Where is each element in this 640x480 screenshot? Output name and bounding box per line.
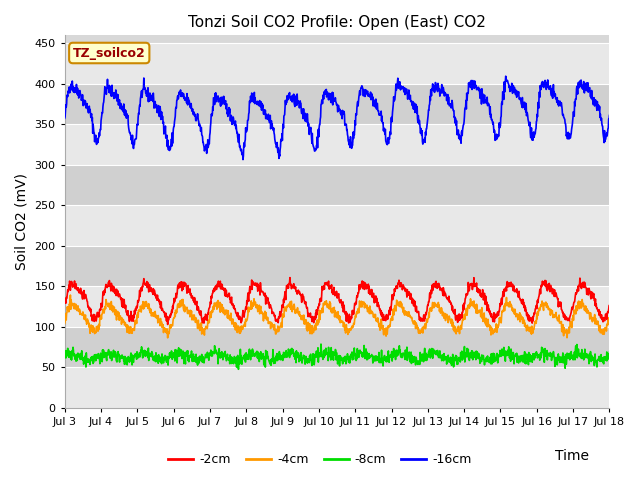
Title: Tonzi Soil CO2 Profile: Open (East) CO2: Tonzi Soil CO2 Profile: Open (East) CO2 <box>188 15 486 30</box>
Bar <box>65 84 609 124</box>
Bar <box>65 367 609 408</box>
Bar <box>65 327 609 367</box>
Text: TZ_soilco2: TZ_soilco2 <box>73 47 146 60</box>
Legend: -2cm, -4cm, -8cm, -16cm: -2cm, -4cm, -8cm, -16cm <box>163 448 477 471</box>
Bar <box>65 124 609 165</box>
Text: Time: Time <box>555 449 589 463</box>
Bar <box>65 246 609 286</box>
Bar <box>65 165 609 205</box>
Y-axis label: Soil CO2 (mV): Soil CO2 (mV) <box>15 173 29 270</box>
Bar <box>65 286 609 327</box>
Bar <box>65 43 609 84</box>
Bar <box>65 205 609 246</box>
